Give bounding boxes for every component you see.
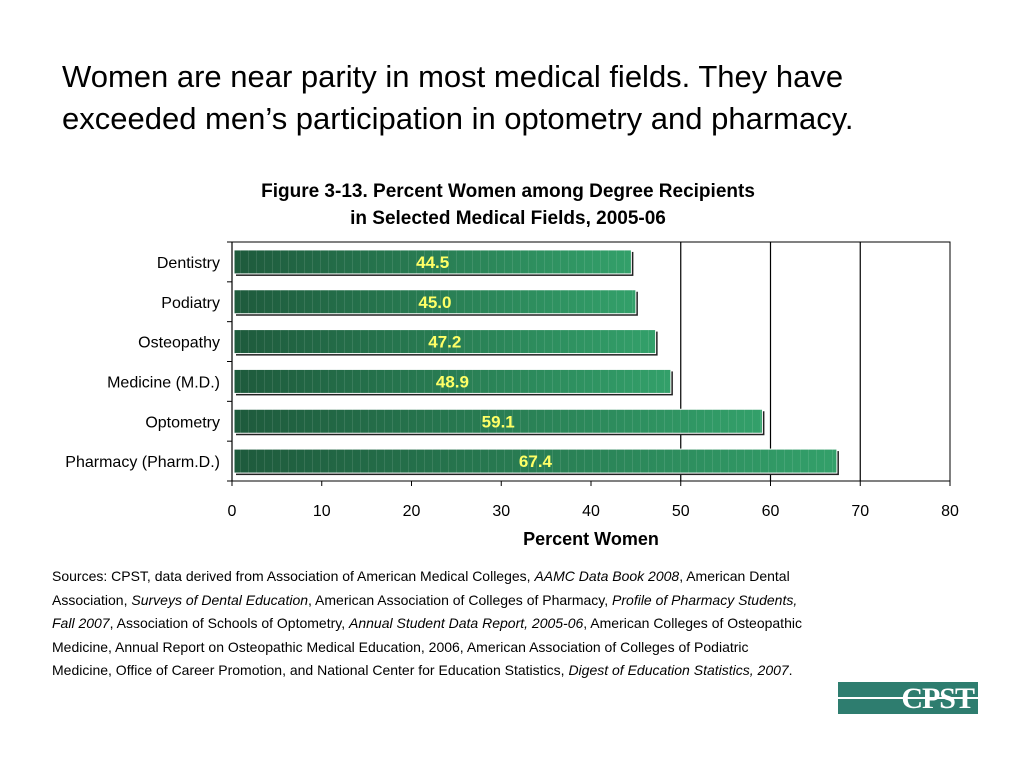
category-label: Dentistry	[157, 255, 220, 272]
x-axis-title: Percent Women	[523, 529, 659, 549]
category-label: Pharmacy (Pharm.D.)	[65, 454, 220, 471]
category-label: Osteopathy	[138, 335, 220, 352]
x-tick-label: 70	[851, 503, 869, 520]
cpst-logo: CPST	[838, 682, 978, 716]
category-label: Medicine (M.D.)	[107, 374, 220, 391]
bar-texture-4	[234, 409, 763, 434]
bar-texture-0	[234, 249, 632, 274]
plot-area-border	[231, 241, 951, 482]
x-tick-label: 50	[672, 503, 690, 520]
sources-italic-5: Digest of Education Statistics, 2007	[568, 662, 789, 678]
x-tick-label: 80	[941, 503, 959, 520]
x-tick-label: 30	[492, 503, 510, 520]
x-tick-label: 0	[228, 503, 237, 520]
bar-texture-1	[234, 289, 636, 314]
x-tick-label: 60	[762, 503, 780, 520]
value-label: 45.0	[418, 293, 451, 312]
sources-text-2: , American Dental Association,	[52, 568, 790, 608]
x-tick-label: 40	[582, 503, 600, 520]
sources-italic-1: AAMC Data Book 2008	[534, 568, 680, 584]
value-label: 47.2	[428, 333, 461, 352]
bar-texture-3	[234, 369, 671, 394]
slide-headline: Women are near parity in most medical fi…	[62, 59, 854, 136]
sources-italic-3: Profile of Pharmacy Students, Fall 2007	[52, 591, 798, 632]
value-label: 59.1	[482, 412, 515, 431]
sources-italic-2: Surveys of Dental Education	[131, 591, 309, 608]
value-label: 67.4	[519, 452, 553, 471]
sources-text-3: , American Association of Colleges of Ph…	[308, 591, 613, 608]
x-tick-label: 10	[313, 503, 331, 520]
logo-wordmark: CPST	[901, 682, 975, 715]
category-label: Optometry	[145, 414, 220, 431]
figure-title-block: Figure 3-13. Percent Women among Degree …	[200, 178, 816, 232]
bar-chart: 44.5 Dentistry 45.0 Podiatry 47.2 Osteopathy 4…	[65, 241, 959, 549]
bar-texture-5	[234, 449, 837, 474]
sources-text-6: .	[788, 662, 793, 678]
sources-note: Sources: CPST, data derived from Associa…	[52, 565, 812, 683]
x-tick-label: 20	[403, 503, 421, 520]
sources-text-1: Sources: CPST, data derived from Associa…	[52, 568, 535, 584]
bar-texture-2	[234, 329, 656, 354]
sources-text-4: , Association of Schools of Optometry,	[109, 615, 350, 631]
sources-text-5: , American Colleges of Osteopathic Medic…	[52, 615, 802, 678]
logo-band-top	[838, 682, 978, 697]
value-label: 48.9	[436, 372, 469, 391]
chart-subtitle: in Selected Medical Fields, 2005-06	[350, 208, 666, 229]
value-label: 44.5	[416, 253, 449, 272]
sources-italic-4: Annual Student Data Report, 2005-06	[349, 615, 584, 631]
category-label: Podiatry	[161, 295, 220, 312]
logo-band-bottom	[838, 699, 978, 714]
chart-title: Figure 3-13. Percent Women among Degree …	[261, 181, 755, 202]
